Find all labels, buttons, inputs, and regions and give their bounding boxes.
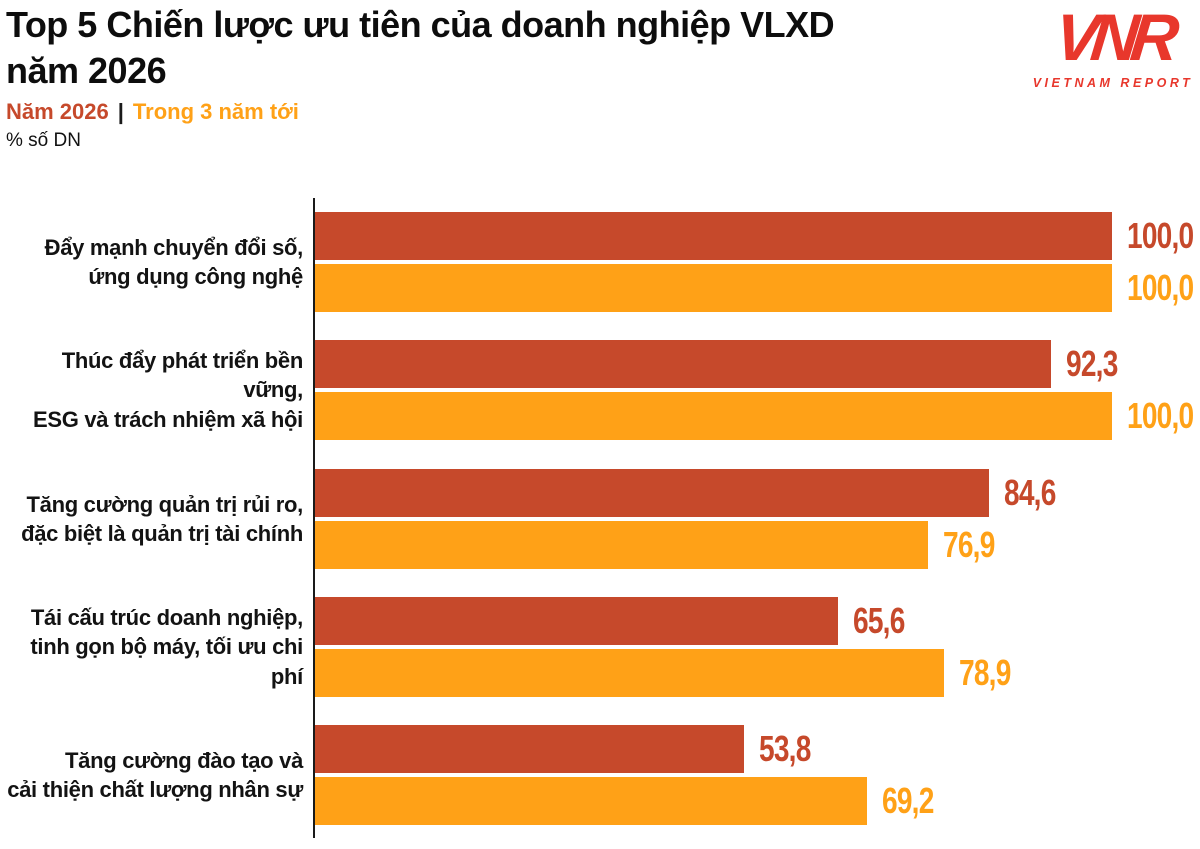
series2-bar bbox=[315, 649, 944, 697]
vietnam-report-logo: VNR VIETNAM REPORT bbox=[1028, 0, 1198, 90]
category-label: Thúc đẩy phát triển bền vững, ESG và trá… bbox=[0, 340, 303, 440]
series2-value-label: 78,9 bbox=[959, 652, 1011, 693]
series2-value-label: 100,0 bbox=[1127, 395, 1194, 436]
series2-bar-row: 100,0 bbox=[315, 392, 1200, 440]
series1-bar-row: 92,3 bbox=[315, 340, 1200, 388]
category-label-line2: ứng dụng công nghệ bbox=[88, 264, 303, 289]
series2-bar bbox=[315, 392, 1112, 440]
unit-label: % số DN bbox=[6, 130, 81, 151]
category-label-line1: Tái cấu trúc doanh nghiệp, bbox=[30, 605, 303, 631]
vietnam-report-logotype: VIETNAM REPORT bbox=[1032, 76, 1194, 90]
category-label-line2: ESG và trách nhiệm xã hội bbox=[32, 406, 303, 432]
bar-group: Thúc đẩy phát triển bền vững, ESG và trá… bbox=[0, 340, 1200, 440]
y-axis-line bbox=[313, 198, 315, 838]
series2-value-label: 69,2 bbox=[882, 780, 934, 821]
category-label-line2: tinh gọn bộ máy, tối ưu chi phí bbox=[30, 634, 303, 689]
category-label-line1: Đẩy mạnh chuyển đổi số, bbox=[44, 234, 304, 260]
legend-series2-label: Trong 3 năm tới bbox=[132, 99, 299, 124]
legend-separator: | bbox=[117, 99, 124, 124]
series1-bar bbox=[315, 725, 744, 773]
bar-group: Tăng cường quản trị rủi ro, đặc biệt là … bbox=[0, 469, 1200, 569]
series1-bar-row: 53,8 bbox=[315, 725, 948, 773]
series2-bar bbox=[315, 264, 1112, 312]
category-label: Đẩy mạnh chuyển đổi số, ứng dụng công ng… bbox=[0, 212, 304, 312]
bar-group: Tăng cường đào tạo và cải thiện chất lượ… bbox=[0, 725, 1200, 825]
series2-bar-row: 76,9 bbox=[315, 521, 1070, 569]
bar-group: Đẩy mạnh chuyển đổi số, ứng dụng công ng… bbox=[0, 212, 1200, 312]
series1-bar bbox=[315, 469, 989, 517]
bar-pair: 84,6 76,9 bbox=[315, 469, 1070, 573]
series1-value-label: 53,8 bbox=[759, 728, 811, 769]
category-label-line1: Tăng cường quản trị rủi ro, bbox=[26, 491, 304, 517]
series1-bar bbox=[315, 212, 1112, 260]
series2-bar bbox=[315, 521, 928, 569]
category-label: Tái cấu trúc doanh nghiệp, tinh gọn bộ m… bbox=[0, 597, 303, 697]
series1-bar-row: 84,6 bbox=[315, 469, 1070, 517]
series2-bar-row: 78,9 bbox=[315, 649, 1025, 697]
legend-series1-label: Năm 2026 bbox=[6, 99, 109, 124]
vnr-monogram-icon: VNR bbox=[1051, 0, 1175, 74]
bar-pair: 92,3 100,0 bbox=[315, 340, 1200, 444]
category-label-line1: Tăng cường đào tạo và bbox=[65, 747, 303, 773]
series1-bar bbox=[315, 340, 1051, 388]
category-label: Tăng cường quản trị rủi ro, đặc biệt là … bbox=[0, 469, 303, 569]
series2-bar bbox=[315, 777, 867, 825]
chart-legend: Năm 2026 | Trong 3 năm tới bbox=[6, 99, 299, 125]
series1-bar bbox=[315, 597, 838, 645]
chart-title: Top 5 Chiến lược ưu tiên của doanh nghiệ… bbox=[6, 4, 835, 91]
series1-value-label: 100,0 bbox=[1127, 215, 1194, 256]
series2-bar-row: 69,2 bbox=[315, 777, 948, 825]
series1-value-label: 84,6 bbox=[1004, 472, 1056, 513]
bar-chart: Đẩy mạnh chuyển đổi số, ứng dụng công ng… bbox=[0, 198, 1200, 842]
series1-value-label: 92,3 bbox=[1066, 343, 1118, 384]
series2-value-label: 76,9 bbox=[943, 524, 995, 565]
bar-pair: 100,0 100,0 bbox=[315, 212, 1200, 316]
category-label-line2: cải thiện chất lượng nhân sự bbox=[7, 777, 303, 802]
category-label: Tăng cường đào tạo và cải thiện chất lượ… bbox=[0, 725, 303, 825]
series2-bar-row: 100,0 bbox=[315, 264, 1200, 312]
series1-value-label: 65,6 bbox=[853, 600, 905, 641]
series1-bar-row: 100,0 bbox=[315, 212, 1200, 260]
category-label-line2: đặc biệt là quản trị tài chính bbox=[21, 521, 303, 546]
bar-pair: 65,6 78,9 bbox=[315, 597, 1025, 701]
bar-pair: 53,8 69,2 bbox=[315, 725, 948, 829]
bar-group: Tái cấu trúc doanh nghiệp, tinh gọn bộ m… bbox=[0, 597, 1200, 697]
series2-value-label: 100,0 bbox=[1127, 267, 1194, 308]
series1-bar-row: 65,6 bbox=[315, 597, 1025, 645]
category-label-line1: Thúc đẩy phát triển bền vững, bbox=[61, 348, 304, 403]
